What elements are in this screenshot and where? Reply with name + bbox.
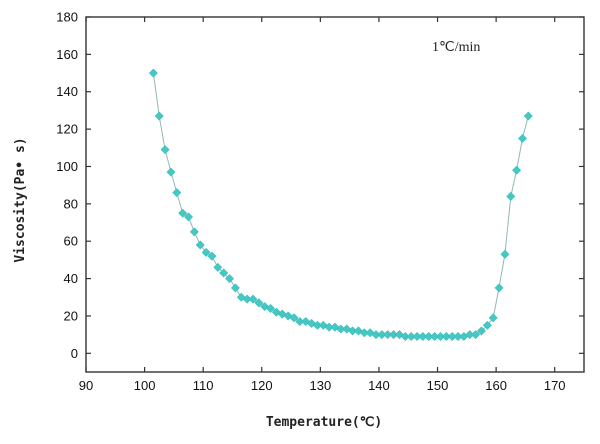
- data-point: [254, 298, 264, 308]
- y-axis-ticks: 0 20 40 60 80 100 120 140 160 180: [56, 10, 584, 361]
- data-point: [230, 283, 240, 293]
- x-axis-title: Temperature(℃): [266, 415, 382, 430]
- y-tick-label: 80: [64, 196, 78, 211]
- data-point: [471, 330, 481, 340]
- y-tick-label: 160: [56, 47, 78, 62]
- y-tick-label: 60: [64, 234, 78, 249]
- y-tick-label: 20: [64, 308, 78, 323]
- data-point: [476, 326, 487, 336]
- x-tick-label: 160: [485, 378, 507, 393]
- data-point: [160, 145, 170, 155]
- series-markers: [148, 68, 533, 342]
- data-point: [506, 191, 516, 201]
- x-tick-label: 110: [193, 378, 214, 393]
- data-point: [172, 188, 182, 198]
- data-point: [183, 212, 194, 222]
- plot-border: [85, 16, 585, 373]
- x-tick-label: 90: [79, 378, 93, 393]
- series-line: [152, 73, 529, 337]
- data-point: [236, 292, 246, 302]
- y-tick-label: 100: [56, 159, 78, 174]
- data-point: [189, 227, 199, 237]
- data-point: [148, 68, 158, 78]
- rate-annotation: 1℃/min: [432, 40, 480, 55]
- x-tick-label: 130: [310, 378, 332, 393]
- x-tick-label: 170: [544, 378, 566, 393]
- data-point: [248, 294, 258, 304]
- data-point: [289, 313, 299, 323]
- data-point: [166, 167, 176, 177]
- x-tick-label: 150: [427, 378, 449, 393]
- data-point: [500, 249, 510, 259]
- data-point: [219, 268, 229, 278]
- data-point: [154, 111, 164, 121]
- series-line-group: [152, 73, 529, 337]
- data-point: [224, 274, 235, 284]
- data-point: [207, 251, 217, 261]
- x-tick-label: 120: [251, 378, 273, 393]
- data-point: [213, 262, 223, 272]
- y-tick-label: 40: [64, 271, 78, 286]
- data-point: [512, 165, 522, 175]
- data-point: [482, 320, 492, 330]
- data-point: [494, 283, 504, 293]
- y-axis-title: Viscosity(Pa• s): [13, 137, 28, 262]
- y-tick-label: 140: [56, 84, 78, 99]
- plot-frame: [85, 16, 585, 373]
- y-tick-label: 180: [56, 10, 78, 25]
- data-point: [195, 240, 205, 250]
- data-point: [201, 247, 211, 257]
- data-point: [517, 133, 528, 144]
- data-point: [178, 208, 188, 218]
- x-axis-ticks: 90 100 110 120 130 140 150 160 170: [79, 17, 566, 393]
- y-tick-label: 0: [71, 346, 78, 361]
- data-point: [523, 111, 533, 121]
- x-tick-label: 100: [134, 378, 156, 393]
- y-tick-label: 120: [56, 122, 78, 137]
- data-point: [265, 303, 276, 314]
- data-point: [488, 313, 498, 323]
- x-tick-label: 140: [368, 378, 390, 393]
